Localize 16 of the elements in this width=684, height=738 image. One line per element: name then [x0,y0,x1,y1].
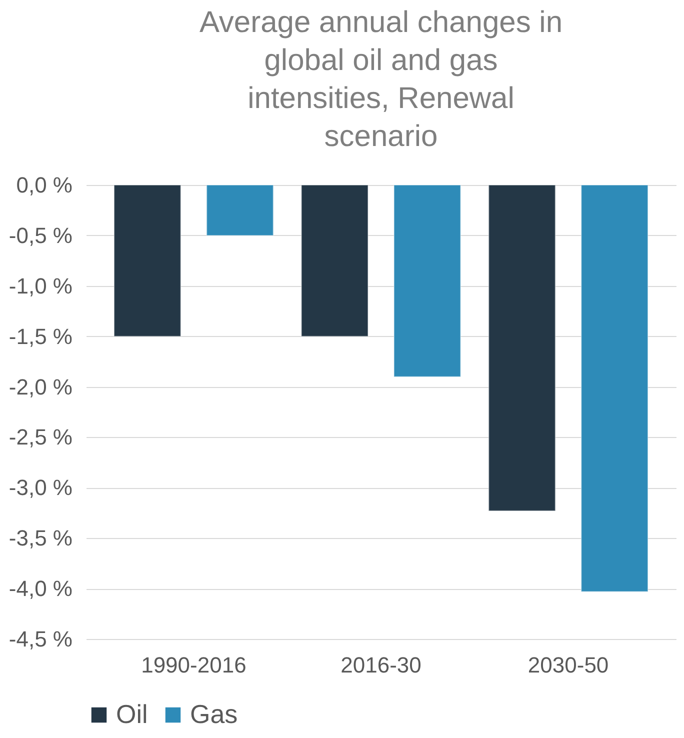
y-tick-label: -3,0 % [8,475,72,500]
y-tick-label: -0,5 % [8,222,72,248]
y-tick-label: -4,0 % [8,576,72,602]
y-tick-label: -4,5 % [8,626,72,652]
x-tick-label: 2016-30 [340,652,422,678]
legend-label: Oil [116,699,148,729]
x-tick-label: 1990-2016 [141,652,246,678]
y-tick-label: 0,0 % [16,172,72,198]
y-tick-label: -3,5 % [8,526,72,551]
legend-label: Gas [190,699,238,729]
chart-title: Average annual changes in global oil and gas intensities, Renewal scenario [199,6,563,153]
y-tick-label: -2,0 % [8,374,72,400]
y-tick-label: -1,0 % [8,273,72,298]
y-tick-label: -2,5 % [8,424,72,450]
x-tick-label: 2030-50 [528,652,609,678]
y-tick-label: -1,5 % [8,324,72,349]
